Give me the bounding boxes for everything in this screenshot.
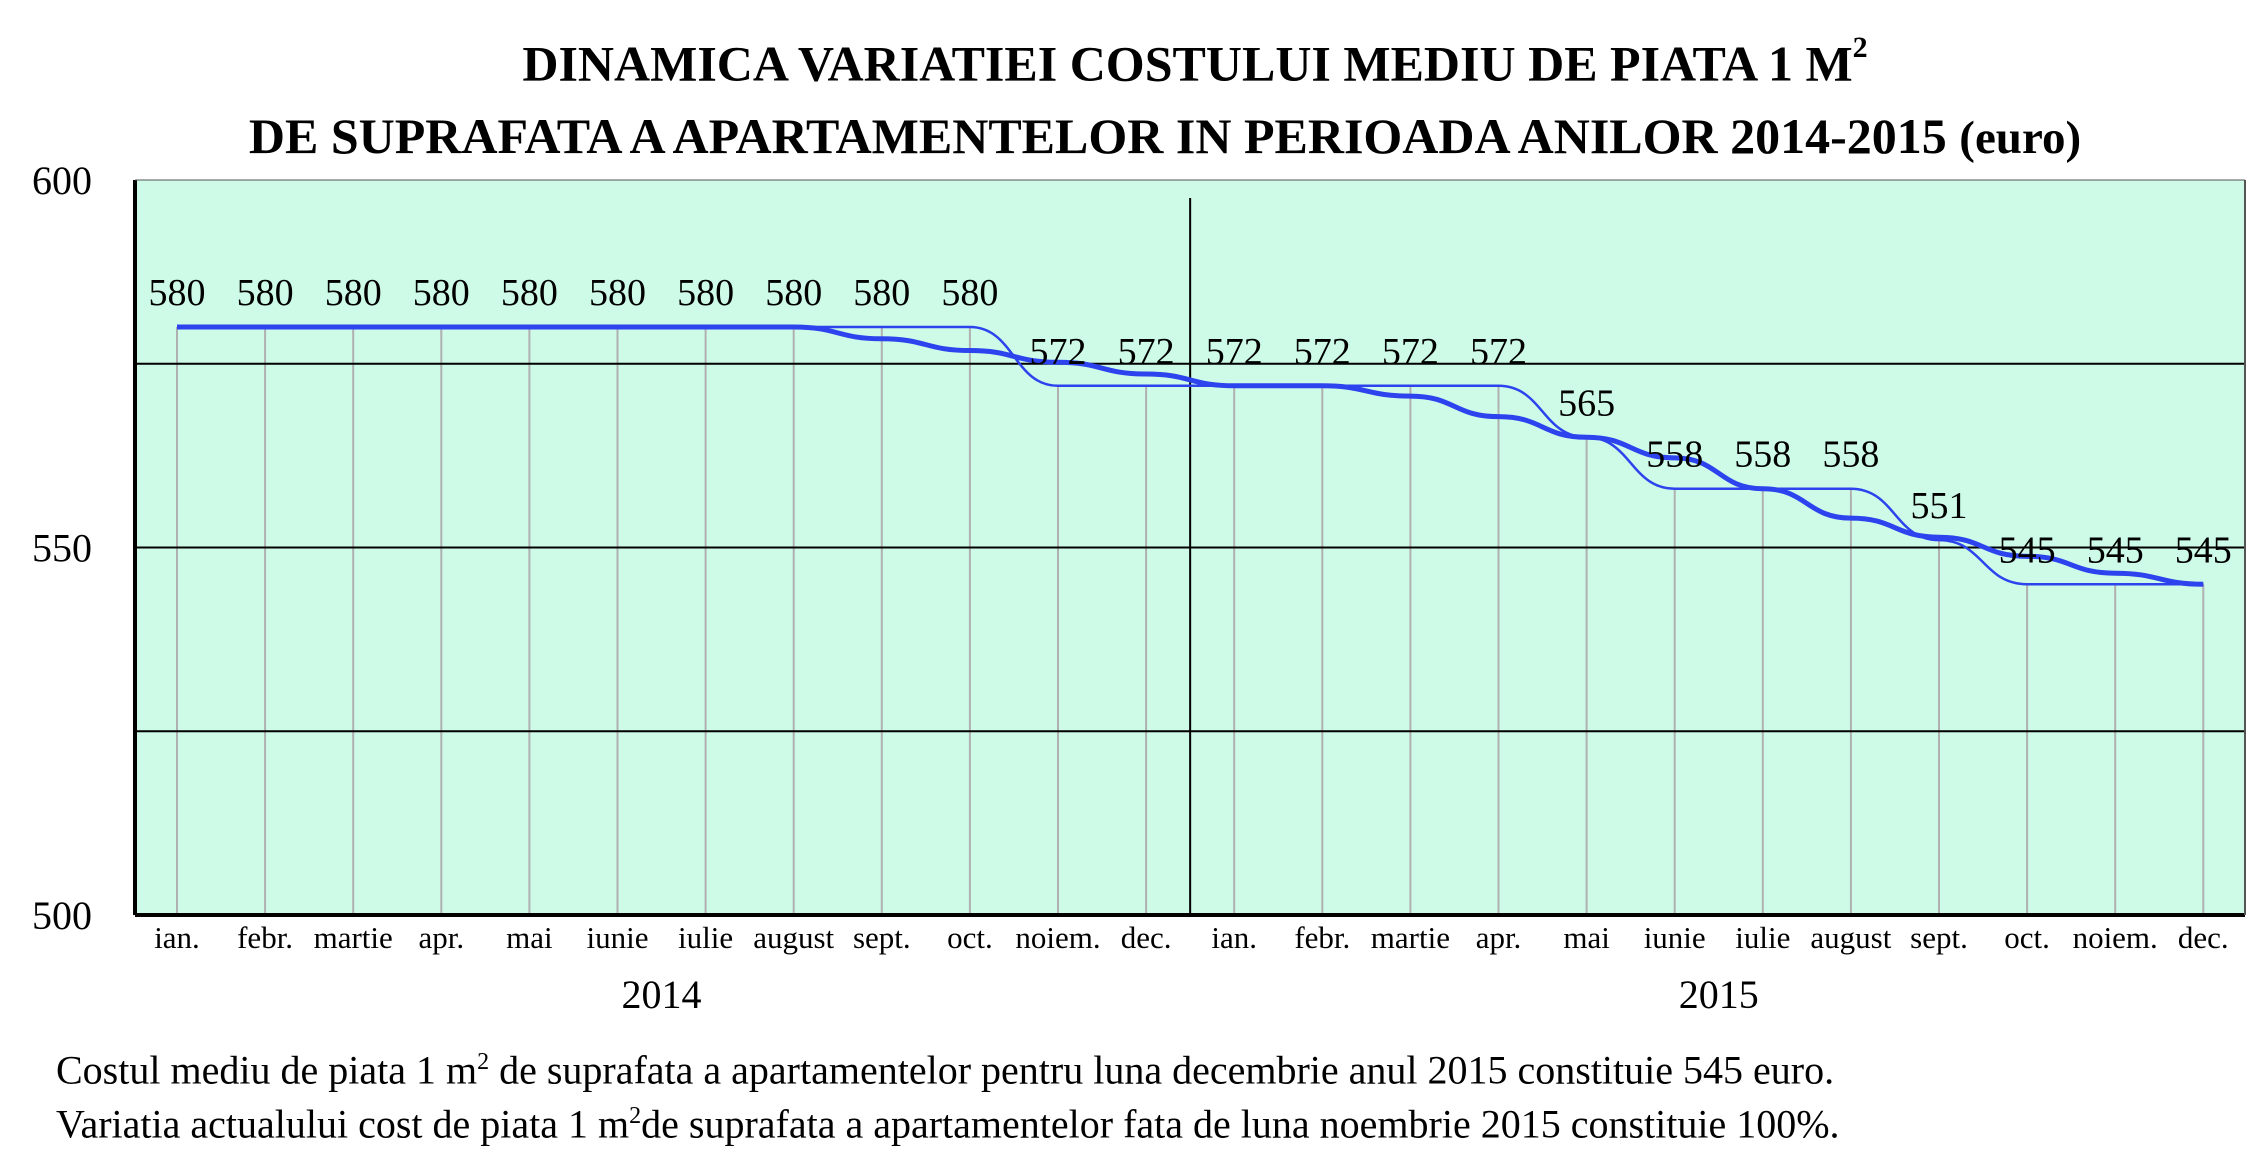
data-label: 572 bbox=[1294, 331, 1351, 373]
x-tick-label: august bbox=[1810, 920, 1891, 955]
note-line-1: Costul mediu de piata 1 m2 de suprafata … bbox=[56, 1036, 1834, 1096]
x-tick-label: apr. bbox=[1476, 920, 1522, 955]
x-tick-label: febr. bbox=[1294, 920, 1350, 955]
title-line1-superscript: 2 bbox=[1852, 31, 1868, 64]
chart-title: DINAMICA VARIATIEI COSTULUI MEDIU DE PIA… bbox=[0, 18, 2250, 174]
note1-superscript: 2 bbox=[477, 1049, 490, 1075]
data-label: 580 bbox=[501, 272, 558, 314]
x-tick-label: ian. bbox=[154, 920, 200, 955]
data-label: 572 bbox=[1118, 331, 1175, 373]
data-label: 572 bbox=[1206, 331, 1263, 373]
data-label: 580 bbox=[765, 272, 822, 314]
data-label: 572 bbox=[1382, 331, 1439, 373]
title-line2-text: DE SUPRAFATA A APARTAMENTELOR IN PERIOAD… bbox=[248, 107, 1947, 164]
data-label: 580 bbox=[589, 272, 646, 314]
data-label: 558 bbox=[1822, 434, 1879, 476]
x-tick-label: febr. bbox=[237, 920, 293, 955]
y-tick-label: 550 bbox=[32, 526, 92, 571]
x-tick-label: martie bbox=[1371, 920, 1450, 955]
data-label: 580 bbox=[677, 272, 734, 314]
data-label: 565 bbox=[1558, 382, 1615, 424]
y-tick-label: 500 bbox=[32, 893, 92, 938]
x-tick-label: apr. bbox=[418, 920, 464, 955]
x-tick-label: martie bbox=[314, 920, 393, 955]
x-tick-label: oct. bbox=[2004, 920, 2050, 955]
x-tick-label: august bbox=[753, 920, 834, 955]
data-label: 580 bbox=[149, 272, 206, 314]
x-tick-label: iunie bbox=[587, 920, 649, 955]
data-label: 545 bbox=[2175, 529, 2232, 571]
x-tick-label: mai bbox=[506, 920, 553, 955]
data-label: 580 bbox=[237, 272, 294, 314]
x-tick-label: sept. bbox=[1910, 920, 1968, 955]
x-tick-label: sept. bbox=[853, 920, 911, 955]
x-tick-label: noiem. bbox=[2073, 920, 2158, 955]
data-label: 551 bbox=[1911, 485, 1968, 527]
x-tick-label: iulie bbox=[678, 920, 733, 955]
data-label: 545 bbox=[2087, 529, 2144, 571]
note2-text-b: de suprafata a apartamentelor fata de lu… bbox=[641, 1101, 1840, 1147]
year-label: 2014 bbox=[622, 972, 702, 1017]
x-tick-label: iunie bbox=[1644, 920, 1706, 955]
note1-text-b: de suprafata a apartamentelor pentru lun… bbox=[489, 1047, 1835, 1093]
chart-title-line2: DE SUPRAFATA A APARTAMENTELOR IN PERIOAD… bbox=[0, 100, 2250, 174]
x-tick-label: mai bbox=[1563, 920, 1610, 955]
year-label: 2015 bbox=[1679, 972, 1759, 1017]
data-label: 580 bbox=[941, 272, 998, 314]
title-line1-text: DINAMICA VARIATIEI COSTULUI MEDIU DE PIA… bbox=[522, 35, 1853, 92]
data-label: 580 bbox=[853, 272, 910, 314]
data-label: 545 bbox=[1999, 529, 2056, 571]
x-tick-label: dec. bbox=[1121, 920, 1172, 955]
x-tick-label: ian. bbox=[1211, 920, 1257, 955]
note1-text-a: Costul mediu de piata 1 m bbox=[56, 1047, 478, 1093]
x-tick-label: noiem. bbox=[1015, 920, 1100, 955]
title-unit: (euro) bbox=[1959, 111, 2082, 164]
series-line-trend bbox=[177, 324, 2204, 587]
data-label: 580 bbox=[413, 272, 470, 314]
data-label: 558 bbox=[1734, 434, 1791, 476]
note2-text-a: Variatia actualului cost de piata 1 m bbox=[56, 1101, 630, 1147]
data-label: 580 bbox=[325, 272, 382, 314]
x-tick-label: iulie bbox=[1735, 920, 1790, 955]
x-tick-label: oct. bbox=[947, 920, 993, 955]
note-line-2: Variatia actualului cost de piata 1 m2de… bbox=[56, 1090, 1840, 1150]
note2-superscript: 2 bbox=[629, 1103, 642, 1129]
x-tick-label: dec. bbox=[2178, 920, 2229, 955]
data-label: 572 bbox=[1470, 331, 1527, 373]
data-label: 572 bbox=[1030, 331, 1087, 373]
y-tick-label: 600 bbox=[32, 158, 92, 203]
data-label: 558 bbox=[1646, 434, 1703, 476]
chart-title-line1: DINAMICA VARIATIEI COSTULUI MEDIU DE PIA… bbox=[0, 18, 2250, 100]
